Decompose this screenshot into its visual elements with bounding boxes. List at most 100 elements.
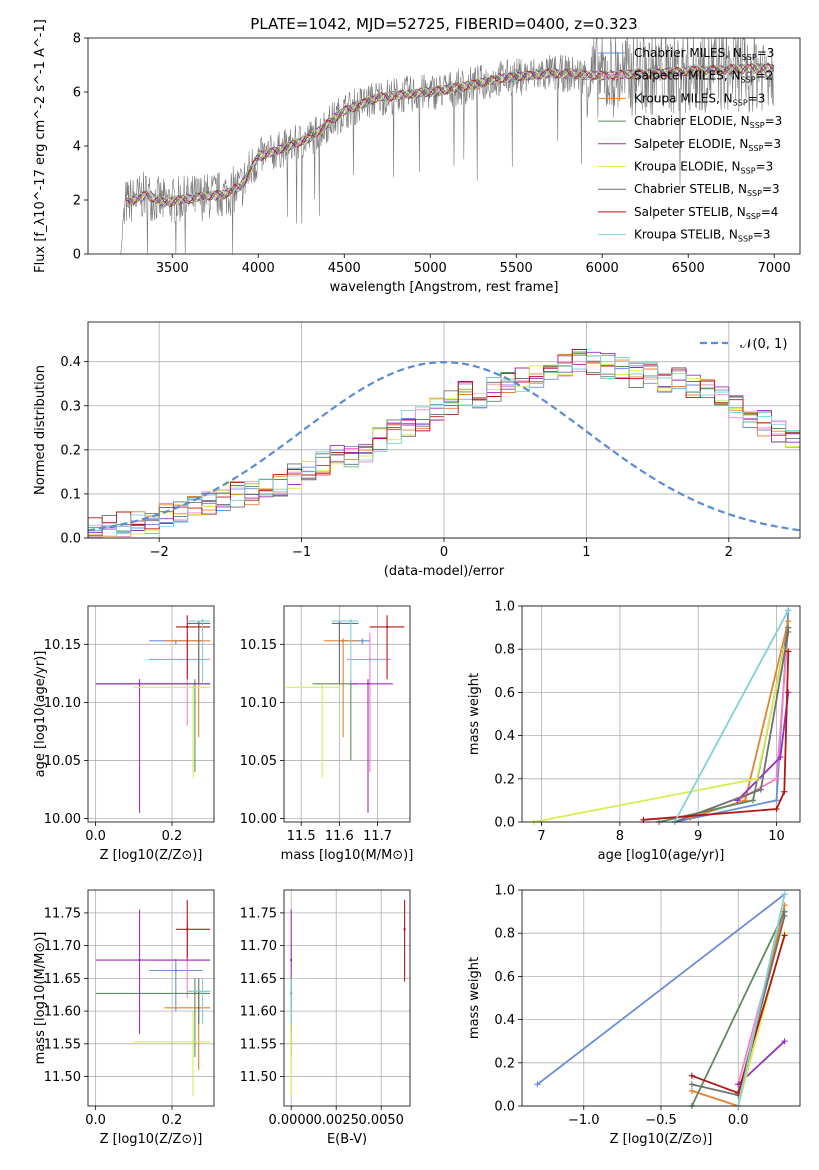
x-tick-label: 7 [537, 829, 545, 844]
histogram-step [88, 349, 800, 538]
x-tick-label: 10 [768, 829, 785, 844]
legend-label: Kroupa STELIB, NSSP=3 [634, 228, 771, 244]
x-tick-label: 0.2 [162, 1113, 183, 1128]
x-tick-label: −2 [150, 545, 169, 560]
model-line [125, 62, 775, 208]
data-point [290, 958, 293, 962]
y-tick-label: 10.15 [44, 638, 81, 653]
data-marker [688, 1072, 695, 1079]
figure-title: PLATE=1042, MJD=52725, FIBERID=0400, z=0… [250, 15, 637, 33]
gaussian-curve [87, 360, 801, 532]
y-tick-label: 10.05 [44, 754, 81, 769]
axes-frame [283, 605, 411, 823]
data-marker [753, 775, 760, 782]
legend-label: Kroupa MILES, NSSP=3 [634, 91, 765, 107]
data-marker [785, 607, 792, 614]
data-point [186, 928, 189, 931]
data-point [366, 682, 370, 686]
x-tick-label: 6000 [586, 261, 619, 276]
y-tick-label: 0.0 [494, 816, 515, 831]
data-point [191, 686, 195, 689]
model-line [125, 62, 775, 206]
y-tick-label: 10.10 [44, 696, 81, 711]
data-marker [781, 912, 788, 919]
y-tick-label: 11.60 [240, 1005, 277, 1020]
y-tick-label: 0.2 [60, 443, 81, 458]
x-tick-label: 4500 [328, 261, 361, 276]
data-point [138, 682, 141, 686]
y-tick-label: 0.8 [494, 643, 515, 658]
x-tick-label: 0.0025 [313, 1113, 359, 1128]
x-tick-label: 6500 [672, 261, 705, 276]
y-axis-label: Flux [f_λ10^-17 erg cm^-2 s^-1 A^-1] [33, 19, 48, 273]
y-tick-label: 1.0 [494, 884, 515, 899]
y-tick-label: 0.2 [494, 772, 515, 787]
data-marker [785, 689, 792, 696]
x-tick-label: 1 [582, 545, 590, 560]
data-point [349, 619, 353, 623]
legend-label: 𝒩(0, 1) [740, 337, 787, 352]
data-point [290, 990, 293, 993]
plot-layer: 3500 4000 4500 5000 5500 6000 6500 7000 0 2 4 6 8 wav… [33, 19, 801, 1147]
series-line [691, 904, 786, 1106]
y-tick-label: 2 [73, 194, 81, 209]
data-marker [781, 891, 788, 898]
y-tick-label: 11.65 [44, 972, 81, 987]
data-point [197, 622, 200, 625]
y-tick-label: 11.65 [240, 972, 277, 987]
y-tick-label: 0.3 [60, 399, 81, 414]
histogram-step [88, 355, 800, 538]
x-tick-label: 11.7 [363, 829, 392, 844]
data-point [290, 1040, 293, 1044]
y-tick-label: 11.75 [240, 906, 277, 921]
data-marker [781, 932, 788, 939]
data-point [320, 686, 324, 689]
legend-label: Kroupa ELODIE, NSSP=3 [634, 160, 773, 176]
series-line [673, 609, 790, 822]
legend-label: Chabrier STELIB, NSSP=3 [634, 182, 780, 198]
legend-label: Chabrier ELODIE, NSSP=3 [634, 114, 782, 130]
panel-age_vs_Z: 0.0 0.2 10.00 10.05 10.10 10.15 Z [log10(Z/Z⊙)… [33, 605, 215, 863]
data-marker [534, 1081, 541, 1088]
y-tick-label: 11.70 [240, 939, 277, 954]
data-point [174, 969, 178, 972]
axes-frame [87, 37, 801, 255]
y-tick-label: 0.0 [494, 1100, 515, 1115]
data-point [403, 928, 406, 931]
y-tick-label: 4 [73, 140, 81, 155]
y-tick-label: 10.15 [240, 638, 277, 653]
x-axis-label: wavelength [Angstrom, rest frame] [330, 280, 559, 295]
y-tick-label: 0.8 [494, 927, 515, 942]
panel-age_vs_mass: 11.5 11.6 11.7 10.00 10.05 10.10 10.15 mass [lo… [240, 605, 413, 863]
data-point [338, 622, 341, 625]
data-marker [781, 788, 788, 795]
y-tick-label: 0.4 [494, 729, 515, 744]
series-line [737, 894, 786, 1106]
data-point [201, 619, 204, 623]
legend-label: Salpeter ELODIE, NSSP=3 [634, 137, 781, 153]
x-tick-label: 2 [725, 545, 733, 560]
data-marker [773, 797, 780, 804]
y-tick-label: 0.6 [494, 686, 515, 701]
x-tick-label: 5000 [414, 261, 447, 276]
data-marker [773, 775, 780, 782]
y-tick-label: 11.75 [44, 906, 81, 921]
y-tick-label: 8 [73, 32, 81, 47]
data-marker [785, 628, 792, 635]
axes-frame [87, 321, 801, 539]
data-marker [688, 1081, 695, 1088]
data-point [201, 990, 204, 993]
x-tick-label: 8 [616, 829, 624, 844]
y-tick-label: 10.05 [240, 754, 277, 769]
model-line [125, 63, 775, 207]
data-point [368, 658, 372, 661]
y-axis-label: mass weight [467, 957, 482, 1039]
histogram-step [88, 354, 800, 538]
data-point [138, 958, 141, 962]
y-tick-label: 11.55 [240, 1037, 277, 1052]
data-marker [785, 648, 792, 655]
y-tick-label: 11.70 [44, 939, 81, 954]
data-spectrum-line [120, 38, 775, 254]
panel-mass_vs_Z: 0.0 0.2 11.50 11.55 11.60 11.65 11.70 11.75 Z [l… [33, 889, 215, 1147]
histogram-step [88, 351, 800, 538]
